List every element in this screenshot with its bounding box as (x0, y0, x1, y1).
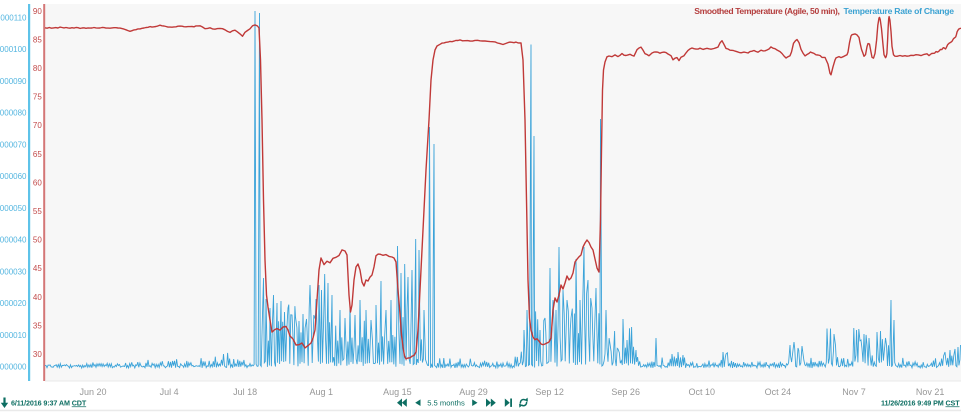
svg-text:Nov 7: Nov 7 (842, 387, 866, 397)
svg-text:90: 90 (33, 7, 42, 16)
svg-text:Jul 4: Jul 4 (160, 387, 179, 397)
svg-text:Jul 18: Jul 18 (233, 387, 257, 397)
svg-text:5.5 months: 5.5 months (427, 398, 465, 407)
svg-text:55: 55 (33, 207, 42, 216)
svg-text:30: 30 (33, 350, 42, 359)
svg-text:75: 75 (33, 93, 42, 102)
svg-text:45: 45 (33, 264, 42, 273)
svg-text:Aug 29: Aug 29 (459, 387, 488, 397)
svg-text:85: 85 (33, 35, 42, 44)
svg-text:000040: 000040 (0, 236, 27, 245)
svg-text:000060: 000060 (0, 172, 27, 181)
svg-text:000000: 000000 (0, 363, 27, 372)
svg-text:000010: 000010 (0, 331, 27, 340)
svg-text:Sep 12: Sep 12 (535, 387, 564, 397)
svg-text:000110: 000110 (0, 13, 27, 22)
svg-text:6/11/2016 9:37 AM CDT: 6/11/2016 9:37 AM CDT (11, 398, 87, 407)
svg-text:35: 35 (33, 321, 42, 330)
svg-text:Oct 24: Oct 24 (765, 387, 792, 397)
svg-text:000100: 000100 (0, 45, 27, 54)
svg-text:Aug 1: Aug 1 (310, 387, 334, 397)
svg-text:70: 70 (33, 121, 42, 130)
svg-text:000050: 000050 (0, 204, 27, 213)
svg-text:Nov 21: Nov 21 (916, 387, 945, 397)
svg-text:60: 60 (33, 178, 42, 187)
svg-text:11/26/2016 9:49 PM CST: 11/26/2016 9:49 PM CST (881, 398, 960, 407)
svg-text:000070: 000070 (0, 140, 27, 149)
svg-text:Aug 15: Aug 15 (383, 387, 412, 397)
svg-text:40: 40 (33, 293, 42, 302)
svg-text:80: 80 (33, 64, 42, 73)
svg-text:50: 50 (33, 236, 42, 245)
svg-text:Smoothed Temperature (Agile, 5: Smoothed Temperature (Agile, 50 min), (694, 6, 839, 16)
svg-text:Jun 20: Jun 20 (79, 387, 106, 397)
svg-text:Sep 26: Sep 26 (611, 387, 640, 397)
svg-text:000080: 000080 (0, 109, 27, 118)
svg-text:000030: 000030 (0, 267, 27, 276)
svg-text:Oct 10: Oct 10 (689, 387, 716, 397)
svg-text:Temperature Rate of Change: Temperature Rate of Change (844, 6, 955, 16)
svg-text:65: 65 (33, 150, 42, 159)
svg-text:000090: 000090 (0, 77, 27, 86)
svg-text:000020: 000020 (0, 299, 27, 308)
